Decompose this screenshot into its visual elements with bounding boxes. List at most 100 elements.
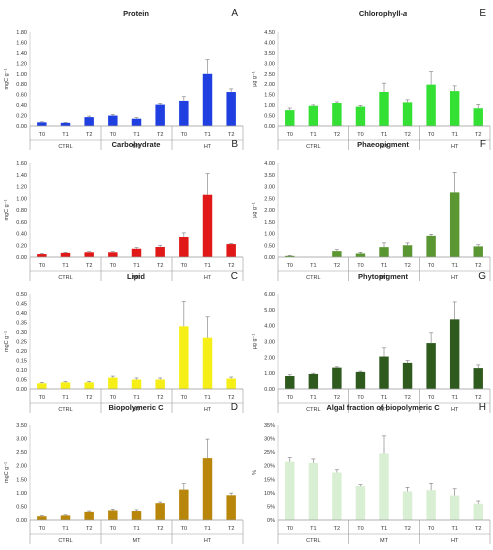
x-tick-label: T0 — [357, 526, 363, 532]
chart-title: Biopolymeric C — [108, 403, 164, 412]
x-tick-label: T1 — [62, 526, 68, 532]
bar — [402, 491, 413, 520]
y-tick-label: 5% — [267, 504, 275, 510]
y-tick-label: 0.00 — [16, 255, 27, 261]
y-tick-label: 0.50 — [264, 114, 275, 120]
panel-letter: C — [231, 271, 238, 282]
group-label: MT — [133, 275, 142, 281]
y-axis-title: mgC g⁻¹ — [4, 199, 10, 220]
chart-title-italic: a — [403, 9, 407, 18]
x-tick-label: T1 — [204, 132, 210, 138]
y-axis-title: mgC g⁻¹ — [4, 462, 10, 483]
bar — [37, 122, 47, 126]
y-tick-label: 0.00 — [16, 387, 27, 393]
x-tick-label: T0 — [39, 263, 45, 269]
group-label: HT — [451, 275, 459, 281]
y-tick-label: 1.50 — [264, 220, 275, 226]
group-label: CTRL — [58, 538, 72, 544]
x-tick-label: T2 — [404, 526, 410, 532]
bar — [60, 515, 71, 520]
y-tick-label: 1.00 — [16, 491, 27, 497]
x-tick-label: T2 — [334, 263, 340, 269]
chart-title-main: Chlorophyll- — [359, 9, 404, 18]
bar — [449, 91, 460, 126]
panel-letter: A — [231, 8, 238, 19]
y-tick-label: 2.50 — [16, 450, 27, 456]
x-tick-label: T0 — [287, 263, 293, 269]
x-tick-label: T2 — [157, 395, 163, 401]
y-tick-label: 3.50 — [264, 173, 275, 179]
y-tick-label: 3.00 — [264, 185, 275, 191]
x-tick-label: T2 — [475, 263, 481, 269]
y-tick-label: 4.00 — [264, 40, 275, 46]
x-tick-label: T1 — [451, 395, 457, 401]
group-label: HT — [204, 407, 212, 413]
x-tick-label: T1 — [204, 526, 210, 532]
y-tick-label: 0.05 — [16, 378, 27, 384]
bar — [226, 244, 236, 257]
bar — [449, 495, 460, 520]
x-tick-label: T2 — [228, 395, 234, 401]
y-tick-label: 0.35 — [16, 321, 27, 327]
x-tick-label: T2 — [228, 526, 234, 532]
x-tick-label: T0 — [39, 132, 45, 138]
x-tick-label: T2 — [334, 132, 340, 138]
y-tick-label: 1.50 — [264, 93, 275, 99]
x-tick-label: T2 — [404, 263, 410, 269]
y-tick-label: 35% — [264, 423, 275, 429]
group-label: HT — [204, 538, 212, 544]
x-tick-label: T1 — [310, 395, 316, 401]
bar — [226, 495, 236, 520]
x-tick-label: T2 — [228, 263, 234, 269]
bar — [155, 104, 165, 126]
bar — [473, 108, 483, 126]
panel-letter: B — [231, 139, 238, 150]
y-tick-label: 1.60 — [16, 161, 27, 167]
y-tick-label: 1.00 — [264, 371, 275, 377]
chart-title: Chlorophyll-a — [359, 9, 407, 18]
bar — [449, 319, 460, 389]
bar — [379, 453, 389, 520]
x-tick-label: T1 — [133, 395, 139, 401]
bar — [308, 105, 319, 126]
y-axis-title: mgC g⁻¹ — [4, 331, 10, 352]
x-tick-label: T0 — [428, 526, 434, 532]
y-tick-label: 0.50 — [16, 292, 27, 298]
y-tick-label: 1.40 — [16, 173, 27, 179]
bar — [379, 356, 389, 389]
group-label: HT — [204, 144, 212, 150]
x-tick-label: T1 — [204, 395, 210, 401]
y-axis-title: µg g⁻¹ — [252, 334, 258, 350]
group-label: CTRL — [58, 275, 72, 281]
y-tick-label: 0.20 — [16, 349, 27, 355]
bar — [379, 91, 389, 126]
x-tick-label: T0 — [110, 132, 116, 138]
x-tick-label: T2 — [334, 395, 340, 401]
x-tick-label: T2 — [86, 263, 92, 269]
y-tick-label: 1.00 — [16, 196, 27, 202]
bar — [473, 246, 483, 257]
x-tick-label: T2 — [86, 395, 92, 401]
y-tick-label: 5.00 — [264, 308, 275, 314]
x-tick-label: T2 — [86, 526, 92, 532]
chart-panel-e: Chlorophyll-a E 0.00 0.50 1.00 1.50 2.00 2.50 3.… — [252, 8, 491, 150]
x-tick-label: T0 — [110, 263, 116, 269]
x-tick-label: T0 — [110, 395, 116, 401]
group-label: HT — [204, 275, 212, 281]
x-tick-label: T0 — [181, 395, 187, 401]
y-tick-label: 3.50 — [16, 423, 27, 429]
y-tick-label: 2.00 — [264, 82, 275, 88]
bar — [202, 458, 213, 520]
chart-panel-b: Carbohydrate B 0.00 0.20 0.40 0.60 0.80 1.00 1.2… — [4, 139, 244, 281]
y-axis-title: µg g⁻¹ — [252, 71, 258, 87]
bar — [426, 343, 436, 389]
y-tick-label: 0.80 — [16, 208, 27, 214]
bar — [332, 472, 342, 520]
y-tick-label: 0.00 — [16, 518, 27, 524]
bar — [131, 248, 142, 257]
panel-letter: H — [479, 402, 486, 413]
y-tick-label: 2.50 — [264, 72, 275, 78]
y-tick-label: 3.50 — [264, 51, 275, 57]
y-tick-label: 1.20 — [16, 185, 27, 191]
x-tick-label: T0 — [39, 395, 45, 401]
